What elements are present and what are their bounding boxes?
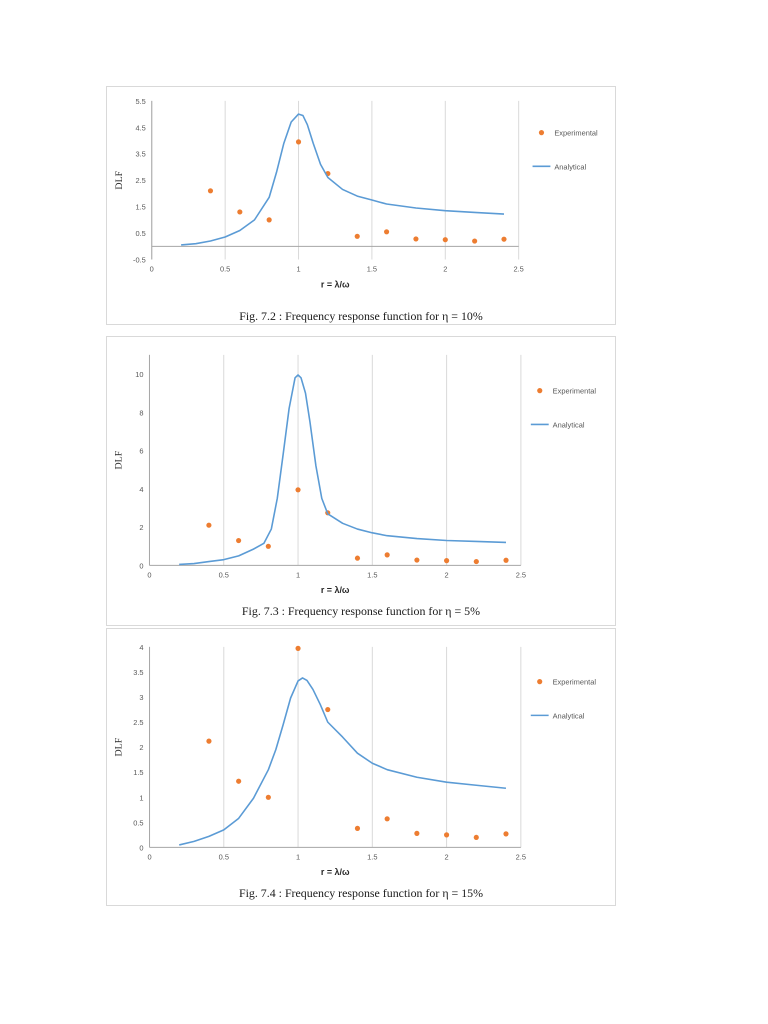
- chart-svg-fig-7-4: Fig. 7.4 : Frequency response function f…: [114, 643, 597, 900]
- y-tick-label: 4: [139, 485, 143, 494]
- chart-svg-fig-7-3: Fig. 7.3 : Frequency response function f…: [114, 354, 597, 618]
- x-tick-label: 1.5: [367, 264, 377, 273]
- data-point-experimental: [384, 816, 390, 822]
- data-point-experimental: [236, 778, 242, 784]
- data-point-experimental: [295, 487, 301, 493]
- x-axis-title: r = λ/ω: [321, 585, 350, 595]
- x-tick-label: 1.5: [367, 852, 377, 861]
- data-point-experimental: [384, 552, 390, 558]
- legend-swatch-experimental: [537, 388, 543, 394]
- data-point-experimental: [295, 139, 302, 145]
- y-tick-label: 2.5: [135, 176, 145, 185]
- data-point-experimental: [414, 557, 420, 563]
- chart-caption: Fig. 7.4 : Frequency response function f…: [239, 886, 483, 900]
- chart-caption: Fig. 7.3 : Frequency response function f…: [242, 604, 480, 618]
- y-tick-label: 8: [139, 408, 143, 417]
- x-tick-label: 2.5: [514, 264, 524, 273]
- x-tick-label: 1: [296, 570, 300, 579]
- data-point-experimental: [295, 645, 301, 651]
- x-tick-label: 1: [296, 264, 300, 273]
- series-line-analytical: [181, 113, 505, 246]
- data-point-experimental: [206, 522, 212, 528]
- y-tick-label: 0: [139, 843, 143, 852]
- x-tick-label: 2.5: [516, 852, 526, 861]
- x-tick-label: 2: [443, 264, 447, 273]
- data-point-experimental: [207, 188, 214, 194]
- y-tick-label: -0.5: [133, 256, 146, 265]
- chart-panel-fig-7-4: Fig. 7.4 : Frequency response function f…: [106, 628, 616, 906]
- data-point-experimental: [265, 794, 271, 800]
- y-tick-label: 1: [139, 793, 143, 802]
- x-tick-label: 0: [150, 264, 154, 273]
- x-tick-label: 2: [445, 852, 449, 861]
- data-point-experimental: [354, 555, 361, 561]
- x-tick-label: 1: [296, 852, 300, 861]
- data-point-experimental: [206, 738, 212, 744]
- data-point-experimental: [503, 557, 509, 563]
- x-tick-label: 2: [445, 570, 449, 579]
- y-axis-title: DLF: [114, 170, 125, 189]
- x-tick-label: 0: [147, 852, 151, 861]
- data-point-experimental: [413, 236, 419, 242]
- chart-svg-fig-7-2: Fig. 7.2 : Frequency response function f…: [114, 97, 598, 323]
- data-point-experimental: [414, 830, 420, 836]
- x-axis-title: r = λ/ω: [321, 279, 350, 289]
- legend-label: Analytical: [553, 420, 585, 429]
- y-tick-label: 1.5: [133, 768, 143, 777]
- y-tick-label: 2.5: [133, 718, 143, 727]
- legend-swatch-experimental: [537, 679, 543, 685]
- y-tick-label: 6: [139, 447, 143, 456]
- y-axis-title: DLF: [114, 737, 125, 756]
- y-axis-title: DLF: [114, 450, 125, 469]
- y-tick-label: 3.5: [135, 150, 145, 159]
- x-tick-label: 0.5: [219, 570, 229, 579]
- data-point-experimental: [325, 706, 331, 713]
- y-tick-label: 1.5: [135, 203, 145, 212]
- legend-label: Experimental: [553, 387, 597, 396]
- data-point-experimental: [354, 825, 361, 831]
- legend-label: Analytical: [554, 162, 586, 171]
- x-tick-label: 0.5: [219, 852, 229, 861]
- x-tick-label: 1.5: [367, 570, 377, 579]
- y-tick-label: 3: [139, 693, 143, 702]
- data-point-experimental: [266, 217, 272, 223]
- chart-caption: Fig. 7.2 : Frequency response function f…: [239, 309, 483, 323]
- chart-panel-fig-7-3: Fig. 7.3 : Frequency response function f…: [106, 336, 616, 626]
- x-tick-label: 2.5: [516, 570, 526, 579]
- data-point-experimental: [444, 558, 450, 564]
- data-point-experimental: [265, 543, 271, 549]
- series-line-analytical: [179, 374, 507, 566]
- data-point-experimental: [503, 831, 509, 837]
- y-tick-label: 4: [139, 643, 143, 652]
- legend-label: Analytical: [553, 711, 585, 720]
- data-point-experimental: [384, 229, 390, 235]
- x-tick-label: 0: [147, 570, 151, 579]
- legend-swatch-experimental: [538, 130, 545, 136]
- data-point-experimental: [472, 238, 478, 244]
- legend-label: Experimental: [553, 678, 597, 687]
- data-point-experimental: [354, 233, 360, 239]
- y-tick-label: 0.5: [135, 229, 145, 238]
- y-tick-label: 2: [139, 743, 143, 752]
- data-point-experimental: [443, 832, 450, 838]
- y-tick-label: 2: [139, 523, 143, 532]
- data-point-experimental: [237, 209, 243, 215]
- data-point-experimental: [473, 559, 479, 565]
- y-tick-label: 5.5: [135, 97, 145, 106]
- data-point-experimental: [236, 537, 242, 544]
- data-point-experimental: [473, 834, 479, 840]
- series-line-analytical: [179, 677, 507, 846]
- y-tick-label: 0: [139, 561, 143, 570]
- y-tick-label: 10: [135, 370, 143, 379]
- legend-label: Experimental: [554, 129, 598, 138]
- data-point-experimental: [501, 236, 507, 242]
- x-tick-label: 0.5: [220, 264, 230, 273]
- data-point-experimental: [442, 237, 448, 243]
- y-tick-label: 4.5: [135, 123, 145, 132]
- y-tick-label: 3.5: [133, 668, 143, 677]
- x-axis-title: r = λ/ω: [321, 867, 350, 877]
- y-tick-label: 0.5: [133, 818, 143, 827]
- chart-panel-fig-7-2: Fig. 7.2 : Frequency response function f…: [106, 86, 616, 325]
